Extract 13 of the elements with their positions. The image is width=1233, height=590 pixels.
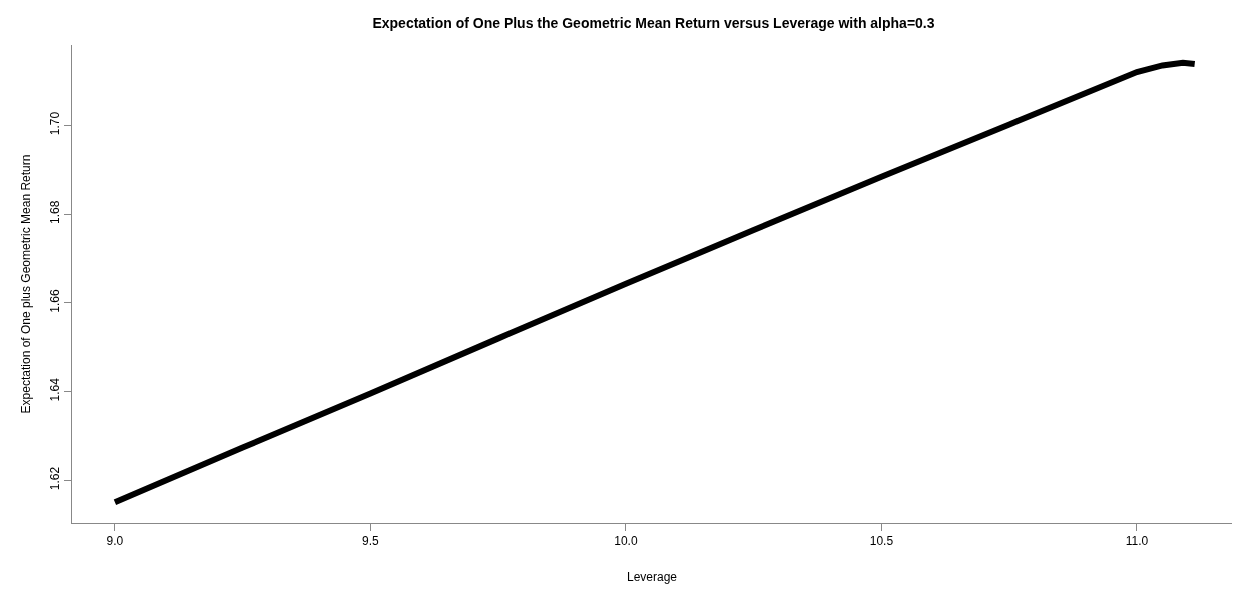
y-axis-title: Expectation of One plus Geometric Mean Return xyxy=(18,154,33,414)
y-tick-label: 1.64 xyxy=(48,377,63,402)
y-tick-label: 1.68 xyxy=(48,200,63,224)
x-axis-title: Leverage xyxy=(626,570,678,585)
x-tick-label: 9.5 xyxy=(362,534,380,549)
chart-title: Expectation of One Plus the Geometric Mean Return versus Leverage with alpha=0.3 xyxy=(372,14,935,31)
x-tick-label: 10.0 xyxy=(614,534,638,549)
y-tick-label: 1.70 xyxy=(48,111,63,136)
y-tick-label: 1.62 xyxy=(48,466,63,491)
x-tick-label: 9.0 xyxy=(106,534,124,549)
x-tick-label: 11.0 xyxy=(1125,534,1149,549)
y-tick-label: 1.66 xyxy=(48,289,63,313)
x-tick-label: 10.5 xyxy=(869,534,894,549)
